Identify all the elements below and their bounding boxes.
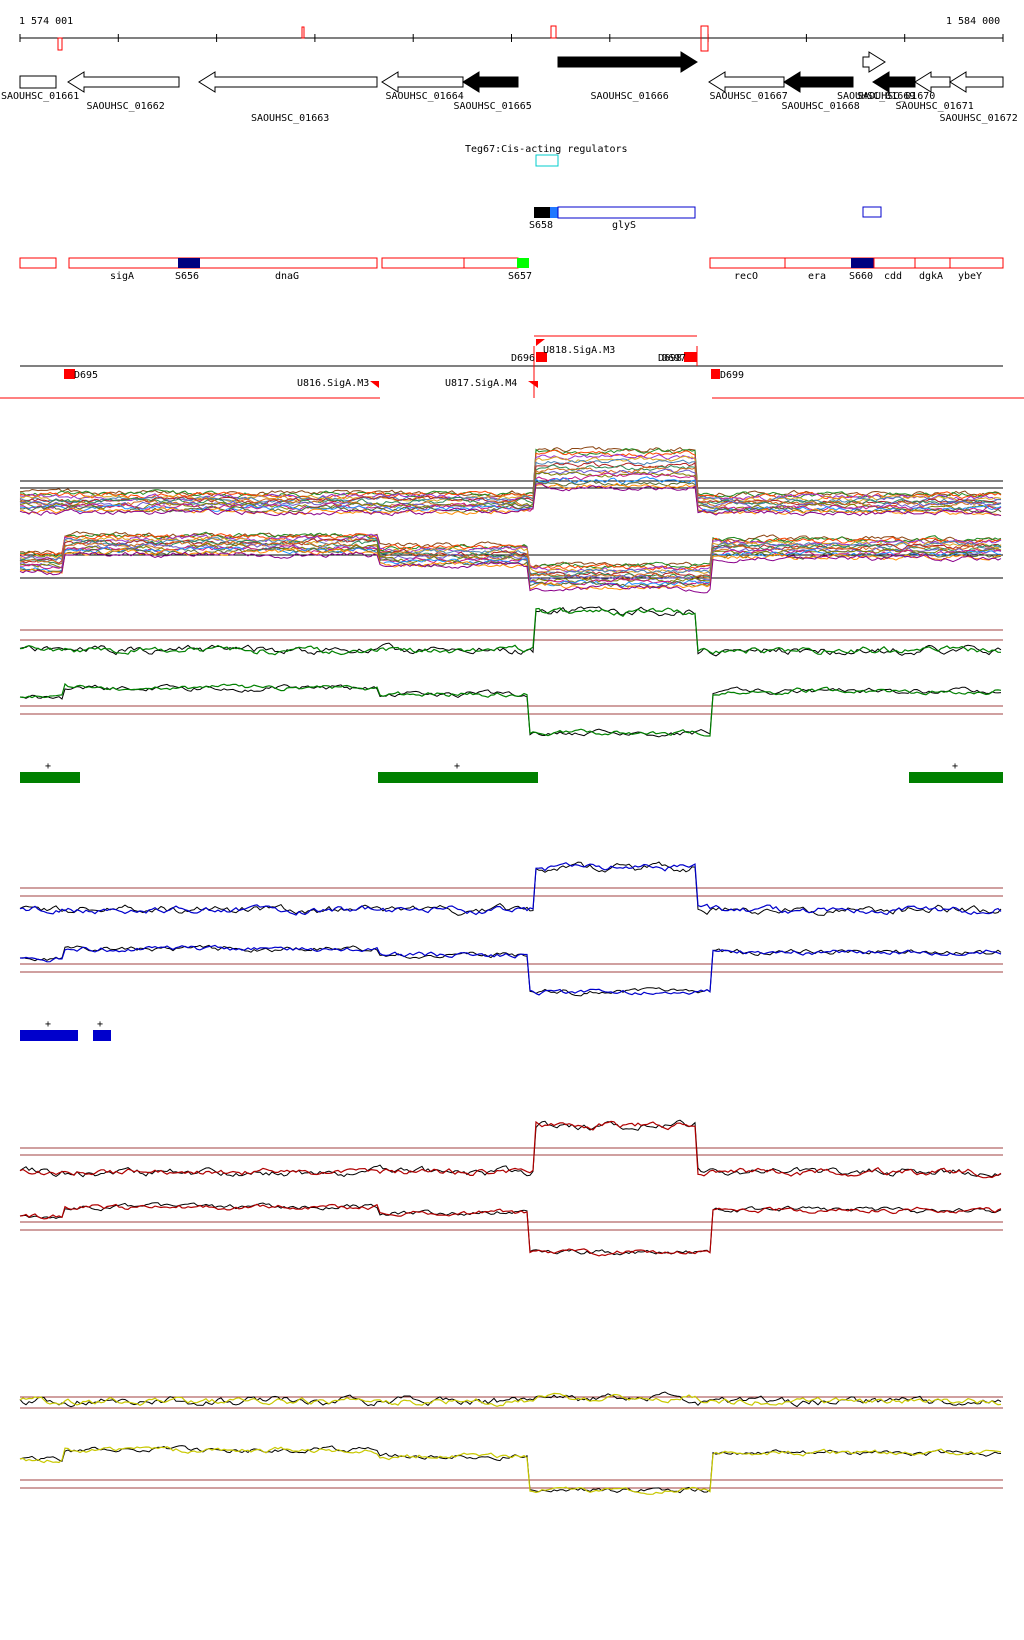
gene-arrow [783,71,854,93]
feature-label-s656: S656 [175,271,199,282]
feature-label-reco: recO [734,271,758,282]
feature-label-ybey: ybeY [958,271,982,282]
feature-label-dgka: dgkA [919,271,943,282]
feature-row-b: sigA S656 dnaG S657 recO era S660 cdd dg… [19,257,1004,282]
gene-arrow [67,71,180,93]
feature-glys-box [557,206,696,219]
feature-block-s656 [178,258,200,268]
gene-arrow [462,71,519,93]
tss-label-d698: D698 [658,353,682,364]
gene-label: SAOUHSC_01662 [87,101,165,112]
green-segment-strand: + [45,761,51,772]
tss-label-d695: D695 [74,370,98,381]
tss-track: D695 U816.SigA.M3 U817.SigA.M4 U818.SigA… [0,335,1024,399]
gene-label: SAOUHSC_01670 [857,91,935,102]
tss-label-u818: U818.SigA.M3 [543,345,615,356]
gene-arrow [19,75,57,89]
feature-label-dnag: dnaG [275,271,299,282]
feature-block-s660 [851,258,874,268]
gene-label: SAOUHSC_01668 [782,101,860,112]
blue-segment [93,1030,111,1041]
gene-arrow [557,51,698,73]
feature-label-era: era [808,271,826,282]
gene-arrow [708,71,785,93]
feature-block-s658 [534,207,550,218]
segment-track: + + + + + [20,761,1003,1041]
feature-row-a: S658 glyS [529,206,882,231]
feature-label-s660: S660 [849,271,873,282]
feature-label-glys: glyS [612,220,636,231]
feature-label-siga: sigA [110,271,134,282]
gene-label: SAOUHSC_01665 [454,101,532,112]
tss-label-d696: D696 [511,353,535,364]
feature-label-s657: S657 [508,271,532,282]
feature-label-cdd: cdd [884,271,902,282]
gene-label: SAOUHSC_01667 [710,91,788,102]
profile-track-yellow [19,1391,1003,1495]
gene-label: SAOUHSC_01663 [251,113,329,124]
coord-start: 1 574 001 [19,16,73,27]
blue-segment [20,1030,78,1041]
blue-segment-strand: + [97,1019,103,1030]
gene-track: SAOUHSC_01661 SAOUHSC_01662 SAOUHSC_01663 S… [1,51,1018,124]
gene-label: SAOUHSC_01664 [386,91,464,102]
profile-track-blue [19,861,1003,997]
gene-arrow [381,71,464,93]
feature-small-box [862,206,882,218]
green-segment [20,772,80,783]
green-segment-strand: + [454,761,460,772]
regulator-box [535,154,559,167]
tss-label-u816: U816.SigA.M3 [297,378,369,389]
blue-segment-strand: + [45,1019,51,1030]
coordinate-ruler [19,25,1004,52]
profile-track-multi [19,446,1003,594]
feature-block-blue [550,207,558,218]
tss-label-d697: D697 [662,353,686,364]
green-segment [909,772,1003,783]
tss-label-u817: U817.SigA.M4 [445,378,517,389]
gene-label: SAOUHSC_01671 [896,101,974,112]
feature-block-s657 [517,258,529,268]
gene-arrow [198,71,378,93]
gene-label: SAOUHSC_01672 [940,113,1018,124]
regulator-label: Teg67:Cis-acting regulators [465,144,628,155]
coord-end: 1 584 000 [946,16,1000,27]
feature-label-s658: S658 [529,220,553,231]
gene-label: SAOUHSC_01669 [837,91,915,102]
green-segment-strand: + [952,761,958,772]
gene-label: SAOUHSC_01661 [1,91,79,102]
green-segment [378,772,538,783]
profile-track-red [19,1119,1003,1257]
gene-arrow [862,51,886,73]
gene-arrow [914,71,951,93]
gene-arrow [949,71,1004,93]
gene-label: SAOUHSC_01666 [591,91,669,102]
tss-label-d699: D699 [720,370,744,381]
profile-track-green [19,606,1003,738]
gene-arrow [872,71,916,93]
